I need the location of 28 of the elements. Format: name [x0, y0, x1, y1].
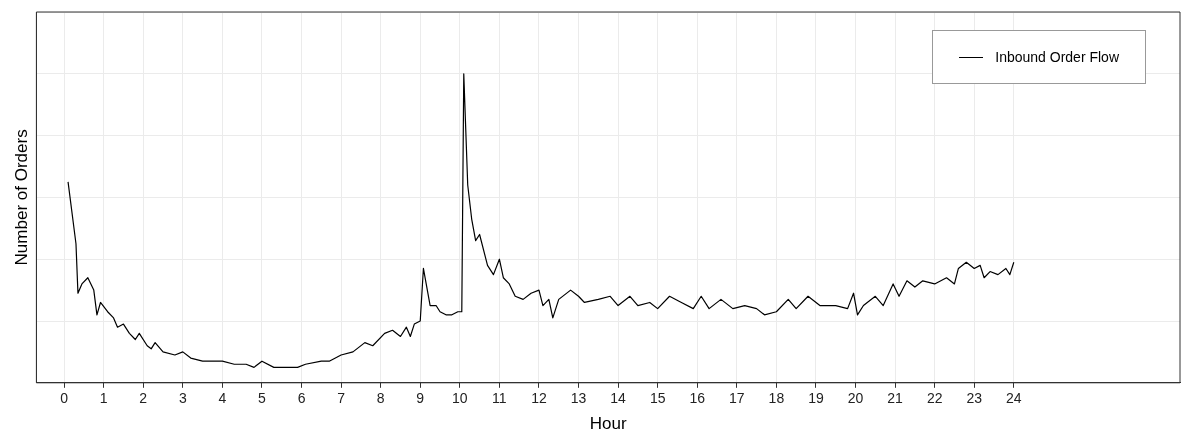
x-tick-label: 24 — [1006, 390, 1022, 407]
y-axis-title: Number of Orders — [11, 129, 31, 266]
x-tick-label: 20 — [847, 390, 864, 407]
x-tick-label: 16 — [689, 390, 706, 407]
x-tick-label: 19 — [808, 390, 824, 407]
x-tick-label: 4 — [218, 390, 227, 407]
x-tick-label: 7 — [337, 390, 346, 407]
x-tick-label: 14 — [610, 390, 627, 407]
x-tick-label: 17 — [729, 390, 745, 407]
x-tick-label: 22 — [926, 390, 943, 407]
x-axis-title: Hour — [589, 414, 627, 434]
x-tick-label: 12 — [531, 390, 547, 407]
x-tick-label: 9 — [416, 390, 425, 407]
x-tick-label: 1 — [99, 390, 108, 407]
legend-label: Inbound Order Flow — [995, 49, 1119, 65]
x-tick-label: 11 — [492, 390, 507, 407]
x-tick-label: 23 — [966, 390, 983, 407]
x-tick-label: 0 — [60, 390, 69, 407]
x-tick-label: 21 — [887, 390, 904, 407]
x-tick-label: 2 — [139, 390, 148, 407]
x-tick-label: 13 — [570, 390, 587, 407]
x-tick-label: 3 — [178, 390, 187, 407]
x-tick-label: 15 — [649, 390, 666, 407]
x-tick-label: 6 — [297, 390, 306, 407]
x-tick-label: 8 — [376, 390, 385, 407]
x-tick-label: 10 — [452, 390, 468, 407]
x-tick-label: 5 — [258, 390, 267, 407]
x-tick-label: 18 — [768, 390, 785, 407]
